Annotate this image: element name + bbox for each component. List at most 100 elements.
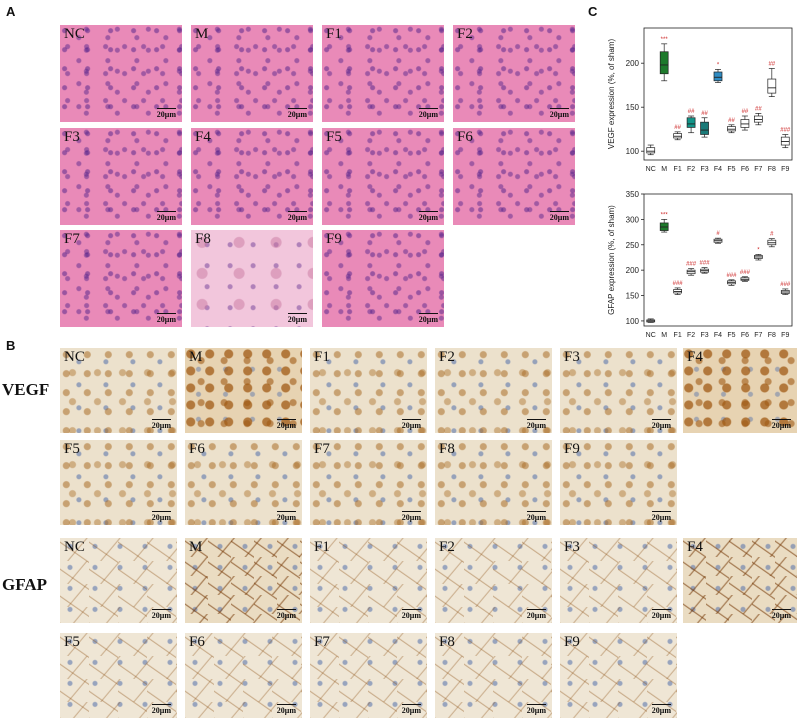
significance-marker: ### [780, 282, 791, 288]
significance-marker: ### [740, 270, 751, 276]
he-panel-m: M 20μm [191, 25, 313, 122]
scale-bar: 20μm [276, 704, 297, 715]
x-tick-label: F5 [727, 166, 735, 173]
he-panel-label: F7 [64, 231, 80, 247]
scale-bar: 20μm [151, 419, 172, 430]
he-panel-f1: F1 20μm [322, 25, 444, 122]
gfap-boxplot: 100 150 200 250 300 350 GFAP expression (%, of… [592, 186, 797, 346]
he-panel-label: F8 [195, 231, 211, 247]
scale-bar: 20μm [276, 419, 297, 430]
vegf-panel-f3: F3 20μm [560, 348, 677, 433]
significance-marker: # [770, 232, 774, 238]
scale-bar: 20μm [156, 211, 177, 222]
scale-bar: 20μm [771, 419, 792, 430]
significance-marker: ### [700, 261, 711, 267]
scale-bar: 20μm [287, 211, 308, 222]
scale-bar: 20μm [651, 609, 672, 620]
he-panel-f9: F9 20μm [322, 230, 444, 327]
x-tick-label: F3 [700, 332, 708, 339]
x-tick-label: F4 [714, 166, 722, 173]
he-panel-f8: F8 20μm [191, 230, 313, 327]
vegf-panel-f5: F5 20μm [60, 440, 177, 525]
scale-bar: 20μm [276, 609, 297, 620]
vegf-panel-f2: F2 20μm [435, 348, 552, 433]
scale-bar: 20μm [526, 511, 547, 522]
he-panel-nc: NC 20μm [60, 25, 182, 122]
x-tick-label: F1 [674, 166, 682, 173]
x-tick-label: F6 [741, 332, 749, 339]
gfap-boxplot-svg: 100 150 200 250 300 350 GFAP expression (%, of… [607, 190, 793, 339]
box-f4 [713, 71, 723, 82]
he-panel-label: F9 [326, 231, 342, 247]
x-tick-label: F6 [741, 166, 749, 173]
x-tick-label: F3 [700, 166, 708, 173]
y-tick-label: 250 [626, 241, 640, 250]
gfap-panel-f1: F1 20μm [310, 538, 427, 623]
panel-label-b: B [6, 338, 16, 353]
gfap-panel-f9: F9 20μm [560, 633, 677, 718]
significance-marker: ### [726, 273, 737, 279]
significance-marker: * [757, 247, 760, 253]
scale-bar: 20μm [401, 704, 422, 715]
vegf-panel-f6: F6 20μm [185, 440, 302, 525]
box-nc [646, 147, 656, 154]
x-tick-label: NC [646, 166, 656, 173]
x-tick-label: F1 [674, 332, 682, 339]
gfap-panel-label: F3 [564, 539, 580, 555]
scale-bar: 20μm [549, 211, 570, 222]
x-tick-label: M [661, 332, 667, 339]
significance-marker: ## [728, 118, 735, 124]
box-m [659, 51, 669, 75]
y-tick-label: 200 [626, 59, 640, 68]
y-tick-label: 350 [626, 190, 640, 199]
scale-bar: 20μm [526, 609, 547, 620]
gfap-panel-label: F2 [439, 539, 455, 555]
significance-marker: ## [742, 109, 749, 115]
gfap-panel-f3: F3 20μm [560, 538, 677, 623]
box-f2 [686, 117, 696, 128]
scale-bar: 20μm [276, 511, 297, 522]
gfap-panel-f8: F8 20μm [435, 633, 552, 718]
gfap-panel-label: F4 [687, 539, 703, 555]
vegf-panel-label: F2 [439, 349, 455, 365]
significance-marker: ### [686, 262, 697, 268]
gfap-panel-label: F5 [64, 634, 80, 650]
scale-bar: 20μm [401, 609, 422, 620]
vegf-boxplot: 100 150 200 VEGF expression (%, of sham) NC M… [592, 20, 797, 180]
scale-bar: 20μm [418, 108, 439, 119]
x-tick-label: NC [646, 332, 656, 339]
gfap-panel-label: NC [64, 539, 85, 555]
gfap-panel-f7: F7 20μm [310, 633, 427, 718]
he-panel-f4: F4 20μm [191, 128, 313, 225]
he-panel-label: F5 [326, 129, 342, 145]
significance-marker: ### [780, 127, 791, 133]
significance-marker: ## [755, 106, 762, 112]
he-panel-label: F1 [326, 26, 342, 42]
gfap-panel-f6: F6 20μm [185, 633, 302, 718]
scale-bar: 20μm [651, 704, 672, 715]
scale-bar: 20μm [151, 511, 172, 522]
significance-marker: *** [661, 212, 669, 218]
gfap-panel-label: F6 [189, 634, 205, 650]
x-tick-label: F7 [754, 332, 762, 339]
significance-marker: # [716, 231, 720, 237]
vegf-panel-nc: NC 20μm [60, 348, 177, 433]
box-f8 [767, 78, 777, 94]
significance-marker: ## [674, 125, 681, 131]
scale-bar: 20μm [151, 609, 172, 620]
vegf-boxplot-svg: 100 150 200 VEGF expression (%, of sham) NC M… [607, 27, 793, 173]
scale-bar: 20μm [156, 313, 177, 324]
vegf-row-label: VEGF [2, 380, 50, 399]
gfap-panel-label: F1 [314, 539, 330, 555]
vegf-panel-f4: F4 20μm [683, 348, 797, 433]
vegf-panel-f1: F1 20μm [310, 348, 427, 433]
significance-marker: *** [661, 37, 669, 43]
vegf-panel-label: F6 [189, 441, 205, 457]
scale-bar: 20μm [549, 108, 570, 119]
x-tick-label: M [661, 166, 667, 173]
he-panel-label: F6 [457, 129, 473, 145]
vegf-panel-f7: F7 20μm [310, 440, 427, 525]
gfap-panel-label: F9 [564, 634, 580, 650]
significance-marker: ## [768, 61, 775, 67]
y-tick-label: 100 [626, 147, 640, 156]
